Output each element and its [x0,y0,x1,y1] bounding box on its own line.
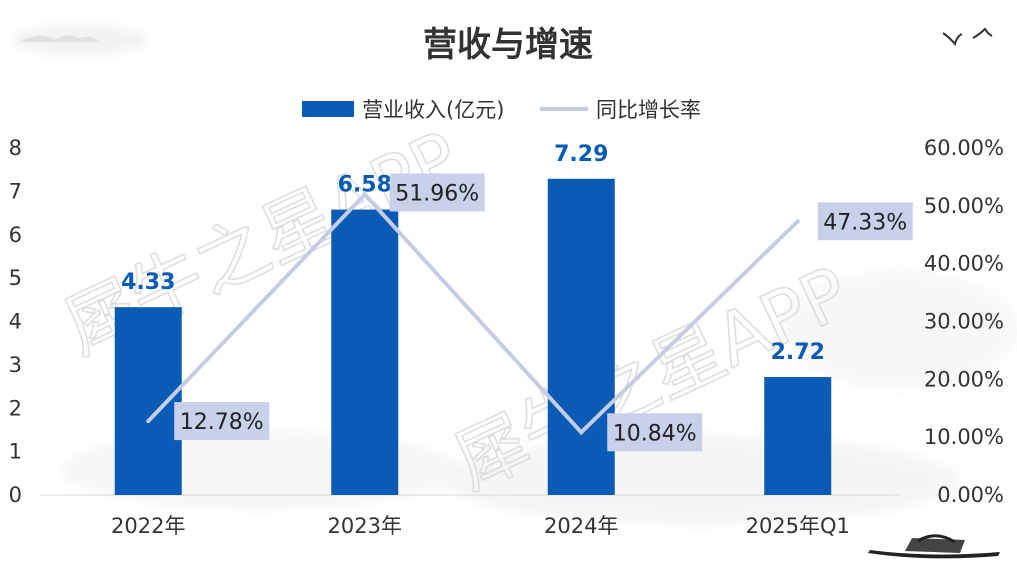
chart-title: 营收与增速 [423,25,593,65]
x-tick-label: 2023年 [328,514,402,538]
line-data-label: 51.96% [395,181,479,206]
line-path [146,191,800,436]
birds-icon [942,27,993,47]
line-data-labels: 12.78% 51.96% 10.84% 47.33% [174,173,913,452]
line-data-label-box [607,413,703,452]
line-data-label-box [817,202,913,241]
line-point [795,219,800,224]
x-tick-label: 2025年Q1 [746,514,850,538]
hills-decoration [20,35,100,42]
legend-swatch-bar [302,101,354,117]
bar-data-label: 7.29 [554,142,608,167]
y-tick-label-left: 2 [9,396,22,420]
x-tick-label: 2022年 [111,514,185,538]
y-tick-label-left: 3 [9,353,22,377]
y-tick-label-right: 20.00% [924,367,1004,391]
y-axis-left: 0 1 2 3 4 5 6 7 8 [9,136,22,507]
y-tick-label-right: 10.00% [924,425,1004,449]
y-tick-label-right: 40.00% [924,252,1004,276]
bar-data-label: 4.33 [121,270,175,295]
bar [764,377,832,495]
bar-data-labels: 4.33 6.58 7.29 2.72 [121,142,825,365]
y-tick-label-right: 0.00% [937,483,1004,507]
legend-label: 营业收入(亿元) [362,98,504,122]
line-series [146,191,800,436]
bar-series [114,178,832,495]
y-tick-label-right: 50.00% [924,194,1004,218]
y-tick-label-left: 6 [9,223,22,247]
line-point [579,430,584,435]
line-data-label: 12.78% [180,410,264,435]
bar-data-label: 6.58 [338,173,392,198]
legend: 营业收入(亿元) 同比增长率 [302,98,701,122]
y-tick-label-left: 0 [9,483,22,507]
line-data-label-box [389,173,485,212]
bar [331,209,399,495]
y-tick-label-right: 30.00% [924,310,1004,334]
bar [114,307,182,495]
line-point [146,419,151,424]
line-data-label: 10.84% [613,421,697,446]
y-tick-label-left: 4 [9,310,22,334]
y-tick-label-left: 7 [9,179,22,203]
line-data-label: 47.33% [823,210,907,235]
bar-data-label: 2.72 [771,340,825,365]
bar [547,178,615,495]
y-tick-label-right: 60.00% [924,136,1004,160]
x-tick-label: 2024年 [544,514,618,538]
y-tick-label-left: 8 [9,136,22,160]
x-axis: 2022年 2023年 2024年 2025年Q1 [111,514,850,538]
y-tick-label-left: 1 [9,440,22,464]
legend-label: 同比增长率 [596,98,701,122]
y-tick-label-left: 5 [9,266,22,290]
line-point [362,192,367,197]
y-axis-right: 0.00% 10.00% 20.00% 30.00% 40.00% 50.00% 60.00… [924,136,1004,507]
boat-icon [868,534,1000,559]
line-data-label-box [174,402,270,441]
